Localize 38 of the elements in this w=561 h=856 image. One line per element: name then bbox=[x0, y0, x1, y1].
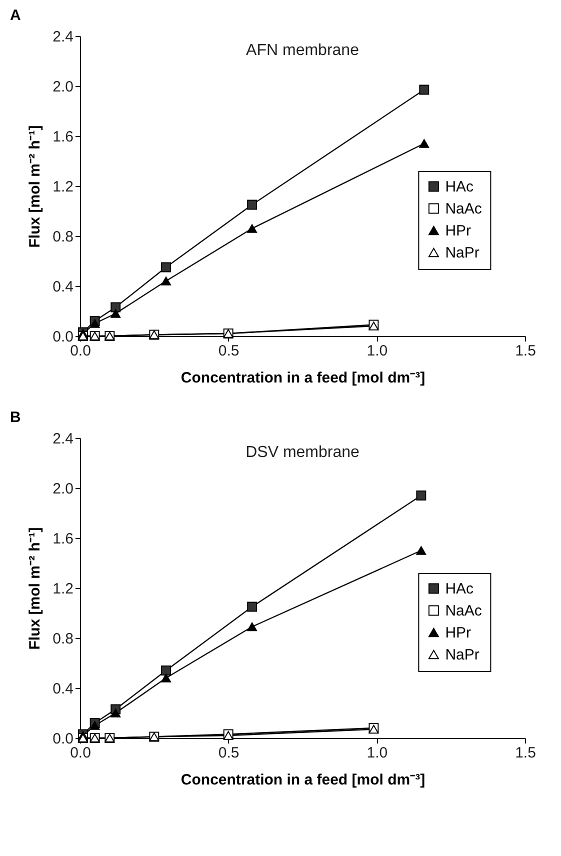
y-tick-label: 1.6 bbox=[52, 530, 74, 548]
y-tick-label: 0.8 bbox=[52, 228, 74, 246]
x-tick-label: 0.0 bbox=[70, 744, 91, 762]
y-tick-label: 0.8 bbox=[52, 630, 74, 648]
y-axis-title: Flux [mol m⁻² h⁻¹] bbox=[26, 125, 44, 248]
x-tick-label: 0.5 bbox=[218, 342, 240, 360]
y-tick-label: 2.4 bbox=[52, 430, 74, 448]
chart-title: DSV membrane bbox=[246, 444, 360, 461]
y-axis-title: Flux [mol m⁻² h⁻¹] bbox=[26, 527, 44, 650]
legend-label: NaPr bbox=[445, 646, 480, 664]
x-tick-label: 0.0 bbox=[70, 342, 91, 360]
y-tick-label: 1.2 bbox=[52, 178, 74, 196]
legend-label: NaAc bbox=[445, 200, 482, 218]
y-tick-label: 2.0 bbox=[52, 480, 74, 498]
chart-title: AFN membrane bbox=[246, 42, 360, 59]
legend-label: HAc bbox=[445, 580, 474, 598]
y-tick-label: 0.4 bbox=[52, 680, 74, 698]
legend-label: NaPr bbox=[445, 244, 480, 262]
text: B bbox=[10, 409, 21, 426]
legend-label: NaAc bbox=[445, 602, 482, 620]
legend-label: HPr bbox=[445, 222, 472, 240]
y-tick-label: 0.4 bbox=[52, 278, 74, 296]
x-tick-label: 0.5 bbox=[218, 744, 240, 762]
legend-label: HPr bbox=[445, 624, 472, 642]
x-axis-title: Concentration in a feed [mol dm⁻³] bbox=[180, 370, 426, 386]
text: A bbox=[10, 7, 21, 24]
y-tick-label: 0.0 bbox=[52, 328, 74, 346]
y-tick-label: 1.6 bbox=[52, 128, 74, 146]
x-tick-label: 1.0 bbox=[366, 744, 388, 762]
legend-label: HAc bbox=[445, 178, 474, 196]
y-tick-label: 1.2 bbox=[52, 580, 74, 598]
x-tick-label: 1.5 bbox=[515, 744, 536, 762]
x-tick-label: 1.5 bbox=[515, 342, 536, 360]
y-tick-label: 2.4 bbox=[52, 28, 74, 46]
y-tick-label: 2.0 bbox=[52, 78, 74, 96]
x-axis-title: Concentration in a feed [mol dm⁻³] bbox=[180, 772, 426, 788]
y-tick-label: 0.0 bbox=[52, 730, 74, 748]
x-tick-label: 1.0 bbox=[366, 342, 388, 360]
